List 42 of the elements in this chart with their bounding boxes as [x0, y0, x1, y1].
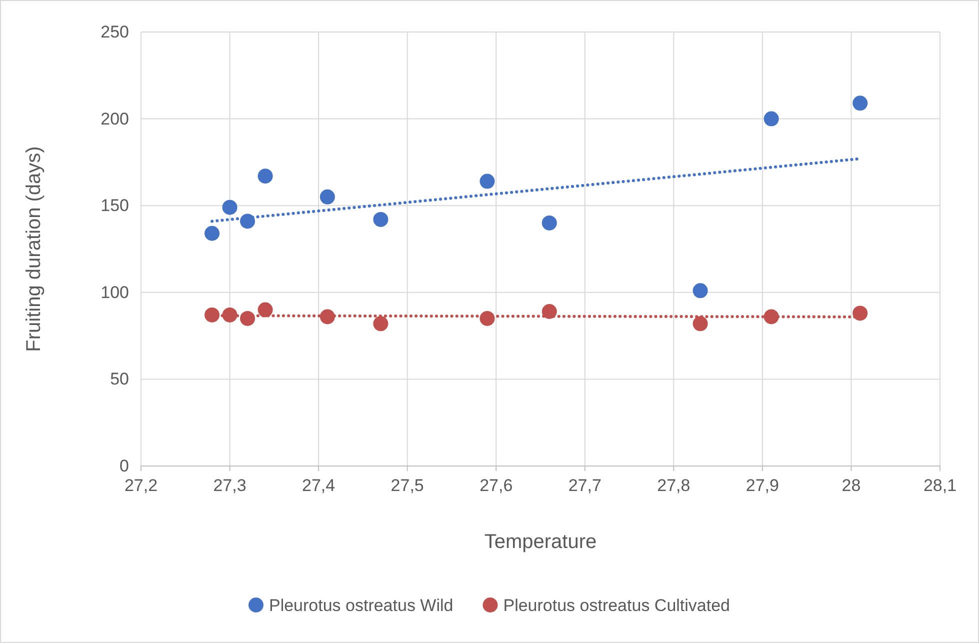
- y-tick-label: 200: [100, 109, 129, 128]
- point: [852, 96, 868, 111]
- point: [240, 310, 256, 326]
- point: [373, 316, 388, 332]
- x-tick-label: 27,8: [657, 476, 690, 496]
- point: [222, 200, 238, 215]
- legend-label: Pleurotus ostreatus Wild: [268, 596, 454, 615]
- point: [222, 307, 238, 322]
- x-axis-title: Temperature: [484, 531, 597, 553]
- x-tick-label: 27,2: [124, 476, 158, 496]
- point: [542, 215, 557, 230]
- point: [692, 316, 708, 332]
- point: [373, 212, 388, 227]
- point: [480, 310, 495, 326]
- point: [320, 309, 335, 324]
- y-tick-label: 150: [100, 196, 129, 216]
- x-tick-label: 27,5: [390, 476, 424, 496]
- x-tick-label: 28,1: [923, 476, 957, 496]
- point: [240, 214, 256, 229]
- x-tick-label: 27,4: [302, 476, 336, 496]
- x-tick-label: 27,6: [480, 476, 513, 496]
- x-tick-label: 27,9: [746, 476, 779, 496]
- point: [692, 283, 708, 298]
- point: [542, 304, 557, 319]
- point: [258, 302, 273, 318]
- point: [852, 306, 868, 321]
- point: [204, 307, 220, 322]
- point: [480, 174, 495, 189]
- x-tick-label: 27,7: [568, 476, 602, 496]
- point: [764, 309, 779, 324]
- point: [764, 111, 779, 126]
- legend-label: Pleurotus ostreatus Cultivated: [503, 596, 730, 615]
- y-tick-label: 100: [100, 282, 129, 302]
- point: [204, 226, 220, 241]
- y-tick-label: 50: [110, 370, 129, 389]
- point: [320, 189, 335, 204]
- point: [258, 168, 273, 184]
- x-tick-label: 27,3: [213, 476, 246, 496]
- x-tick-label: 28: [842, 476, 861, 496]
- y-axis-title: Fruiting duration (days): [23, 146, 45, 352]
- y-tick-label: 250: [100, 22, 129, 42]
- y-tick-label: 0: [120, 456, 129, 476]
